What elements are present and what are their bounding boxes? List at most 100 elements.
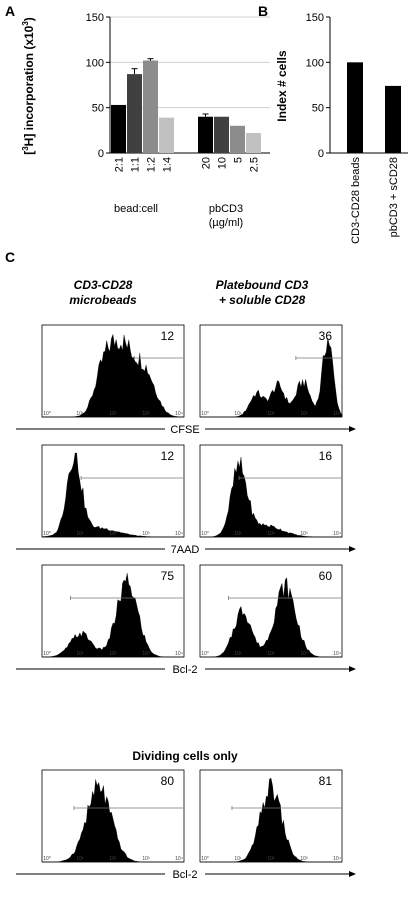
x-axis-marker-label: CFSE [170,424,199,436]
histogram-plot: 80 10⁰ 10¹ 10² 10³ 10⁴ [41,769,185,863]
panel-c-histograms: CD3-CD28 microbeads Platebound CD3 + sol… [16,278,356,881]
panel-b-y-tick-label: 100 [306,57,324,69]
panel-a-bar [111,104,126,153]
decade-tick-label: 10² [267,651,275,657]
panel-a-chart: 0 50 100 150 2:1 1:1 1:2 1:4 20 10 5 2.5 [3H] inco… [21,12,270,229]
panel-a-bar [246,133,261,153]
histogram-plot: 12 10⁰ 10¹ 10² 10³ 10⁴ [41,324,185,418]
histogram-frame [199,444,343,538]
panel-a-x-tick-label: 1:1 [130,157,142,172]
decade-tick-label: 10³ [142,651,150,657]
histogram-plot: 75 10⁰ 10¹ 10² 10³ 10⁴ [41,564,185,658]
x-axis-marker-label: 7AAD [171,544,200,556]
group-label-bead-cell: bead:cell [114,203,158,215]
decade-tick-label: 10³ [142,411,150,417]
histogram-distribution [41,572,184,658]
decade-tick-label: 10² [109,531,117,537]
panel-a-bar [230,125,245,153]
decade-tick-label: 10¹ [76,411,84,417]
decade-tick-label: 10³ [300,531,308,537]
decade-tick-label: 10⁴ [175,531,183,537]
decade-tick-label: 10³ [300,651,308,657]
histogram-distribution [42,333,185,418]
group-label-pbcd3: pbCD3 [209,203,243,215]
histogram-plot: 60 10⁰ 10¹ 10² 10³ 10⁴ [199,564,343,658]
panel-a-x-tick-label: 2.5 [249,157,261,172]
x-axis-label-bg [165,542,205,556]
decade-tick-label: 10³ [142,531,150,537]
x-axis-marker-label: Bcl-2 [172,664,197,676]
gate-percentage: 12 [161,329,175,343]
decade-tick-label: 10⁰ [43,651,51,657]
decade-tick-label: 10² [267,411,275,417]
group-sublabel-units: (µg/ml) [209,217,243,229]
x-axis-marker-label: Bcl-2 [172,869,197,881]
panel-b-y-tick-label: 150 [306,12,324,24]
decade-tick-label: 10⁰ [43,856,51,862]
decade-tick-label: 10⁴ [333,651,341,657]
x-axis-arrowhead [349,871,356,877]
x-axis-arrowhead [349,546,356,552]
decade-tick-label: 10⁴ [333,531,341,537]
histogram-plot: 16 10⁰ 10¹ 10² 10³ 10⁴ [199,444,343,538]
panel-b-y-tick-label: 50 [312,103,324,115]
dividing-cells-subtitle: Dividing cells only [132,749,238,763]
panel-a-bar [159,117,174,153]
decade-tick-label: 10² [109,411,117,417]
x-axis-label-bg [165,662,205,676]
histogram-distribution [200,777,342,863]
histogram-distribution [200,337,343,418]
gate-percentage: 75 [161,569,175,583]
panel-a-y-tick-label: 150 [86,12,104,24]
panel-b-bar [385,85,401,153]
panel-a-bar [143,60,158,153]
decade-tick-label: 10¹ [76,531,84,537]
decade-tick-label: 10² [267,531,275,537]
decade-tick-label: 10⁴ [175,651,183,657]
gate-percentage: 80 [161,774,175,788]
decade-tick-label: 10² [109,651,117,657]
histogram-distribution [200,577,342,658]
gate-percentage: 81 [319,774,333,788]
panel-a-x-tick-label: 2:1 [114,157,126,172]
column-header-right-line1: Platebound CD3 [216,278,309,292]
panel-letter-b: B [258,3,268,19]
panel-a-bar [127,74,142,153]
column-header-left-line2: microbeads [69,293,137,307]
histogram-plot: 36 10⁰ 10¹ 10² 10³ 10⁴ [199,324,343,418]
panel-b-y-axis-title: Index # cells [275,50,289,122]
panel-letter-a: A [5,3,15,19]
panel-a-x-tick-label: 1:4 [162,157,174,172]
x-axis-label-bg [165,867,205,881]
x-axis-label-bg [165,422,205,436]
panel-a-y-tick-label: 0 [98,148,104,160]
panel-a-y-tick-label: 50 [92,103,104,115]
decade-tick-label: 10¹ [76,856,84,862]
panel-a-y-tick-label: 100 [86,57,104,69]
panel-a-x-tick-label: 10 [217,157,229,169]
x-axis-arrowhead [349,426,356,432]
gate-percentage: 12 [161,449,175,463]
decade-tick-label: 10¹ [76,651,84,657]
decade-tick-label: 10³ [300,411,308,417]
panel-a-y-axis-title: [3H] incorporation (x103) [21,17,36,155]
panel-a-x-tick-label: 20 [201,157,213,169]
panel-a-bar [214,116,229,153]
histogram-distribution [42,779,184,863]
decade-tick-label: 10⁰ [201,651,209,657]
decade-tick-label: 10³ [142,856,150,862]
decade-tick-label: 10⁴ [333,856,341,862]
x-axis-arrowhead [349,666,356,672]
decade-tick-label: 10⁰ [43,411,51,417]
panel-b-x-tick-label: pbCD3 + sCD28 [388,157,400,237]
decade-tick-label: 10¹ [234,856,242,862]
panel-b-x-tick-label: CD3-CD28 beads [350,157,362,244]
decade-tick-label: 10⁴ [175,856,183,862]
panel-b-chart: 0 50 100 150 CD3-CD28 beads pbCD3 + sCD28 In… [275,12,408,244]
decade-tick-label: 10⁴ [333,411,341,417]
gate-percentage: 36 [319,329,333,343]
gate-percentage: 16 [319,449,333,463]
panel-b-bar [347,62,363,154]
decade-tick-label: 10³ [300,856,308,862]
